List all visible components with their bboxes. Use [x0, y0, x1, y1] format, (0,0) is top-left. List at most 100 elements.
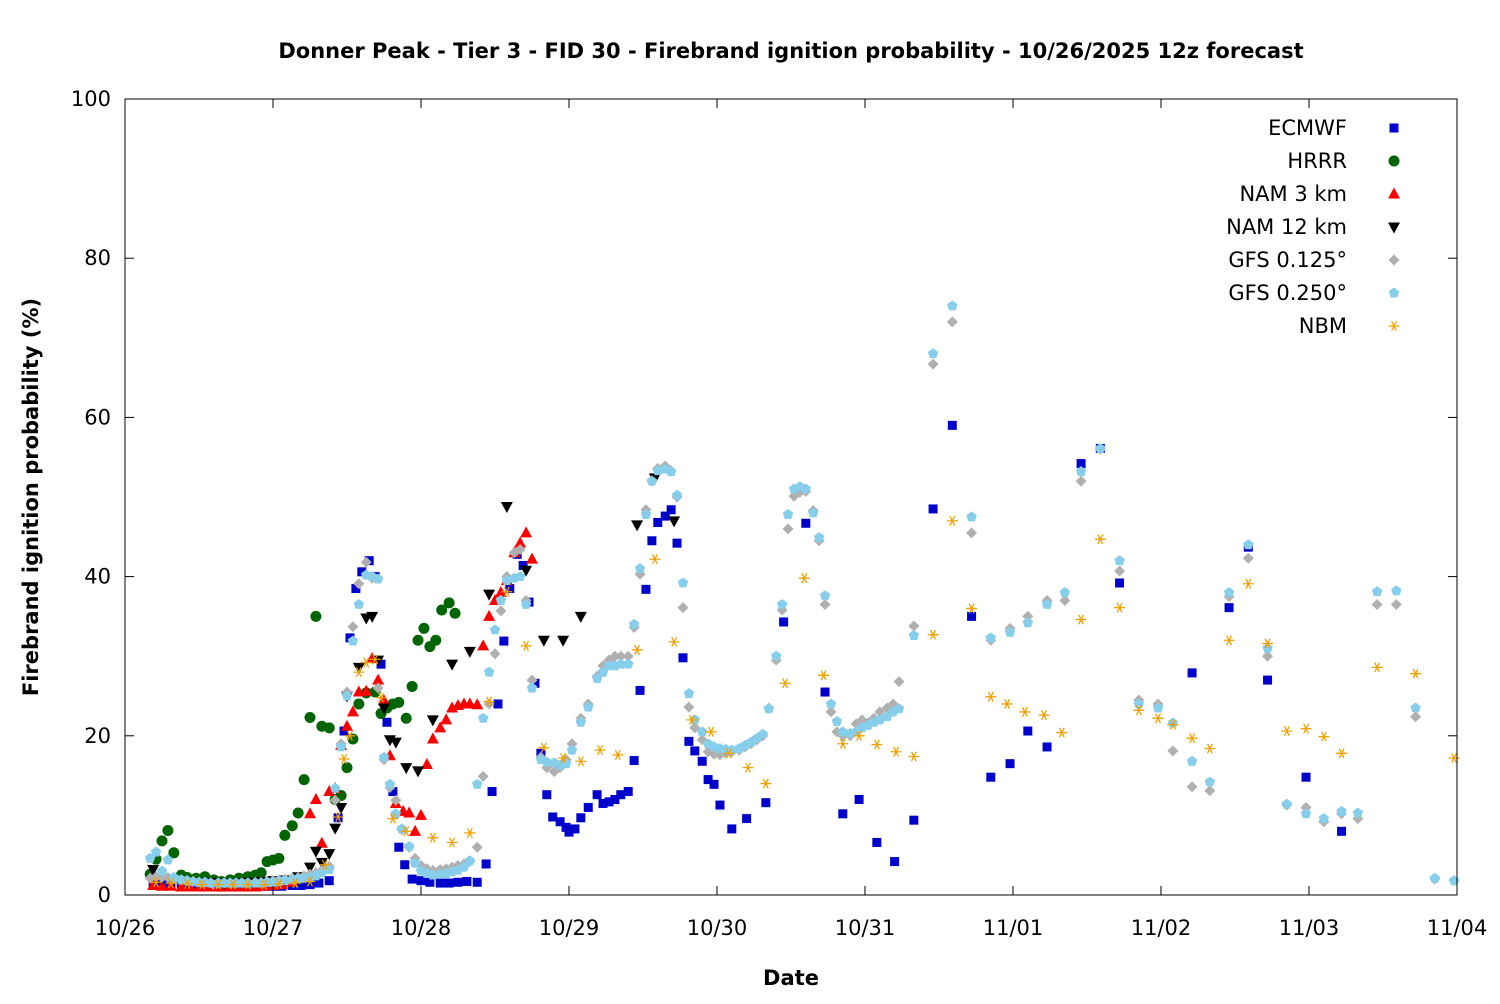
- data-point: [646, 475, 658, 486]
- x-tick-label: 11/02: [1131, 916, 1192, 940]
- data-point: [946, 515, 958, 526]
- data-point: [985, 632, 997, 643]
- data-point: [818, 670, 830, 681]
- data-point: [631, 644, 643, 655]
- data-point: [776, 598, 788, 609]
- data-point: [583, 701, 594, 712]
- data-point: [986, 772, 996, 782]
- data-point: [324, 864, 335, 874]
- data-point: [1262, 638, 1274, 649]
- data-point: [1019, 706, 1031, 717]
- data-point: [378, 751, 390, 762]
- data-point: [1336, 805, 1347, 816]
- data-point: [566, 744, 578, 755]
- data-point: [501, 586, 513, 597]
- data-point: [464, 855, 476, 866]
- data-point: [779, 678, 791, 689]
- data-point: [1094, 534, 1106, 545]
- data-point: [684, 736, 694, 746]
- data-point: [615, 658, 627, 669]
- data-point: [1281, 725, 1293, 737]
- data-point: [324, 876, 334, 886]
- data-point: [1262, 642, 1273, 653]
- data-point: [418, 622, 430, 634]
- data-point: [690, 746, 700, 756]
- data-point: [1167, 745, 1179, 757]
- data-point: [623, 787, 633, 797]
- data-point: [763, 703, 775, 714]
- data-point: [212, 879, 224, 890]
- data-point: [761, 798, 771, 808]
- data-point: [181, 878, 193, 889]
- legend-label: NBM: [1299, 314, 1347, 338]
- data-point: [489, 624, 501, 635]
- data-point: [686, 714, 698, 725]
- data-point: [389, 737, 402, 749]
- data-point: [1152, 713, 1164, 724]
- data-point: [426, 715, 439, 727]
- data-point: [440, 713, 453, 725]
- data-point: [329, 823, 342, 835]
- data-point: [1076, 459, 1086, 469]
- data-point: [575, 716, 587, 727]
- data-point: [592, 790, 602, 800]
- legend-marker: [1388, 320, 1400, 332]
- data-point: [660, 511, 670, 521]
- data-point: [782, 509, 794, 519]
- data-point: [678, 653, 688, 663]
- data-point: [258, 879, 270, 890]
- data-point: [909, 815, 919, 825]
- legend: ECMWF HRRR NAM 3 km NAM 12 km GFS 0.125° GFS …: [1226, 116, 1400, 338]
- legend-label: NAM 12 km: [1226, 215, 1347, 239]
- legend-label: GFS 0.250°: [1228, 281, 1347, 305]
- data-point: [1005, 759, 1015, 769]
- data-point: [420, 757, 433, 769]
- data-point: [464, 827, 476, 838]
- data-points: [144, 300, 1460, 892]
- data-point: [530, 678, 540, 688]
- data-point: [376, 659, 386, 669]
- data-point: [564, 827, 574, 837]
- data-point: [347, 635, 359, 646]
- data-point: [908, 751, 920, 762]
- data-point: [483, 589, 496, 601]
- data-point: [1262, 650, 1274, 662]
- data-point: [1300, 801, 1312, 813]
- data-point: [520, 565, 533, 577]
- data-point: [1133, 705, 1145, 716]
- data-point: [329, 782, 341, 793]
- data-point: [353, 578, 365, 590]
- data-point: [279, 829, 291, 841]
- data-point: [683, 701, 695, 713]
- data-point: [1410, 711, 1422, 723]
- data-point: [449, 607, 461, 619]
- data-point: [453, 877, 463, 887]
- x-tick-label: 11/01: [983, 916, 1044, 940]
- data-point: [825, 706, 837, 718]
- x-tick-label: 10/29: [539, 916, 600, 940]
- data-point: [1300, 723, 1312, 734]
- data-point: [427, 832, 439, 843]
- data-point: [304, 862, 316, 874]
- data-point: [715, 800, 725, 810]
- data-point: [1281, 798, 1293, 809]
- axes: 10/26 10/27 10/28 10/29 10/30 10/31 11/01 11/02…: [71, 87, 1487, 940]
- data-point: [526, 674, 538, 686]
- data-point: [853, 730, 865, 741]
- data-point: [304, 807, 316, 819]
- data-point: [665, 466, 677, 476]
- data-point: [477, 712, 489, 723]
- data-point: [854, 794, 864, 804]
- data-point: [583, 802, 593, 812]
- data-point: [162, 825, 174, 837]
- data-point: [387, 813, 399, 824]
- data-point: [382, 717, 392, 727]
- data-point: [352, 662, 365, 674]
- data-point: [570, 824, 580, 834]
- data-point: [705, 726, 717, 737]
- data-point: [514, 571, 526, 582]
- data-point: [538, 742, 550, 753]
- data-point: [677, 577, 689, 588]
- data-point: [566, 738, 578, 750]
- data-point: [576, 813, 586, 823]
